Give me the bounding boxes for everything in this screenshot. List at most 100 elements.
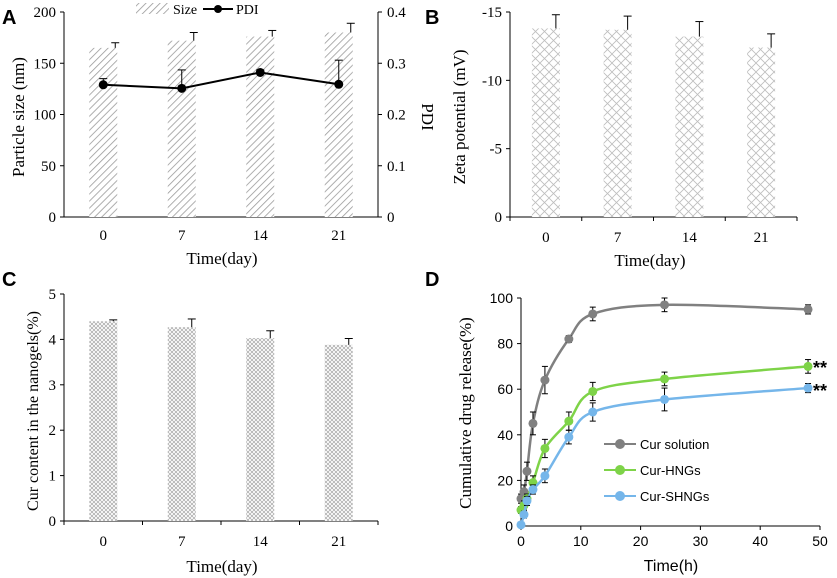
x-tick-label: 14: [253, 228, 269, 244]
y-tick-label: 60: [497, 381, 513, 397]
y-tick-label: -15: [482, 5, 502, 21]
bar: [167, 40, 196, 218]
y-tick-label: 3: [49, 378, 57, 394]
data-point: [564, 432, 574, 442]
data-point: [588, 309, 598, 319]
legend-size-swatch: [136, 3, 169, 14]
y-tick-label: 100: [34, 108, 57, 124]
panel-d-xlabel: Time(h): [644, 558, 699, 575]
x-tick-label: 0: [517, 533, 525, 549]
y-tick-label: -10: [482, 73, 502, 89]
panel-label-c: C: [2, 269, 16, 291]
legend-size-label: Size: [173, 3, 197, 18]
bar: [675, 36, 704, 217]
legend-cur-shngs-marker: [615, 491, 625, 501]
pdi-point: [98, 80, 108, 90]
panel-b-chart: -15 -10 -5 0 0 7 14 21: [482, 5, 798, 246]
y-tick-label: 20: [497, 472, 513, 488]
y-tick-label: 5: [49, 287, 57, 303]
data-point: [540, 443, 550, 453]
legend-pdi-marker: [214, 5, 222, 13]
data-point: [522, 466, 532, 476]
data-point: [660, 374, 670, 384]
panel-a-ylabel-right: PDI: [418, 103, 437, 131]
x-tick-label: 21: [331, 534, 346, 550]
significance-shngs: **: [813, 381, 827, 401]
y-tick-label: 0: [49, 210, 57, 226]
data-point: [564, 416, 574, 426]
x-tick-label: 21: [754, 230, 769, 246]
legend-cur-solution-marker: [615, 439, 625, 449]
y-tick-label-right: 0: [387, 210, 395, 226]
panel-a-xlabel: Time(day): [186, 249, 257, 268]
panel-a-chart: 0 50 100 150 200 0 7 14 21 0 0.1 0.2 0.3 0.4: [34, 5, 407, 244]
legend-cur-hngs-label: Cur-HNGs: [640, 463, 701, 478]
pdi-point: [255, 67, 265, 77]
pdi-point: [177, 83, 187, 93]
x-tick-label: 10: [573, 533, 589, 549]
y-tick-label: 50: [41, 159, 56, 175]
x-tick-label: 7: [178, 534, 186, 550]
x-tick-label: 7: [178, 228, 186, 244]
panel-label-b: B: [425, 7, 439, 29]
pdi-line: [103, 71, 339, 90]
legend-d: Cur solution Cur-HNGs Cur-SHNGs: [604, 437, 710, 504]
y-tick-label: 40: [497, 427, 513, 443]
y-tick-label: 80: [497, 336, 513, 352]
panel-c-chart: 0 1 2 3 4 5 0 7 14 21: [49, 287, 379, 550]
significance-hngs: **: [813, 358, 827, 378]
y-tick-label: 4: [49, 332, 57, 348]
data-point: [528, 485, 538, 495]
panel-c-xlabel: Time(day): [186, 557, 257, 576]
x-tick-label: 7: [614, 230, 622, 246]
data-point: [540, 471, 550, 481]
y-tick-label: 150: [34, 56, 57, 72]
data-point: [528, 418, 538, 428]
y-tick-label: 200: [34, 5, 57, 21]
y-tick-label: 100: [490, 290, 514, 306]
x-tick-label: 0: [100, 534, 108, 550]
bar: [89, 321, 118, 521]
y-tick-label: 0: [495, 210, 503, 226]
panel-d-chart: 0 20 40 60 80 100 0 10 20 30 40 50: [490, 290, 828, 549]
panel-c-ylabel: Cur content in the nanogels(%): [25, 311, 42, 511]
pdi-point: [334, 79, 344, 89]
data-point: [522, 496, 532, 506]
legend-cur-hngs-marker: [615, 465, 625, 475]
bar: [324, 344, 353, 521]
y-tick-label-right: 0.3: [387, 56, 406, 72]
panel-label-a: A: [2, 7, 16, 29]
data-point: [660, 300, 670, 310]
data-point: [660, 394, 670, 404]
data-point: [588, 386, 598, 396]
x-tick-label: 0: [542, 230, 550, 246]
legend-cur-solution-label: Cur solution: [640, 437, 709, 452]
data-point: [564, 334, 574, 344]
x-tick-label: 50: [812, 533, 828, 549]
panel-d-ylabel: Cumulative drug release(%): [456, 317, 475, 509]
y-tick-label-right: 0.1: [387, 159, 406, 175]
y-tick-label: 1: [49, 469, 57, 485]
y-tick-label: 0: [49, 514, 57, 530]
bar: [747, 47, 776, 218]
data-point: [803, 383, 813, 393]
x-tick-label: 30: [693, 533, 709, 549]
y-tick-label: 2: [49, 423, 57, 439]
data-point: [588, 407, 598, 417]
bar: [603, 29, 632, 218]
data-point: [540, 375, 550, 385]
y-tick-label: 0: [505, 518, 513, 534]
bar: [246, 338, 275, 521]
panel-b-ylabel: Zeta potential (mV): [450, 49, 469, 184]
y-tick-label: -5: [490, 142, 503, 158]
legend-pdi-label: PDI: [236, 3, 259, 18]
x-tick-label: 0: [100, 228, 108, 244]
bar: [246, 36, 275, 217]
data-point: [519, 510, 529, 520]
bar: [89, 47, 118, 217]
data-point: [516, 520, 526, 530]
panel-label-d: D: [425, 269, 439, 291]
panel-b-xlabel: Time(day): [614, 251, 685, 270]
x-tick-label: 14: [682, 230, 698, 246]
